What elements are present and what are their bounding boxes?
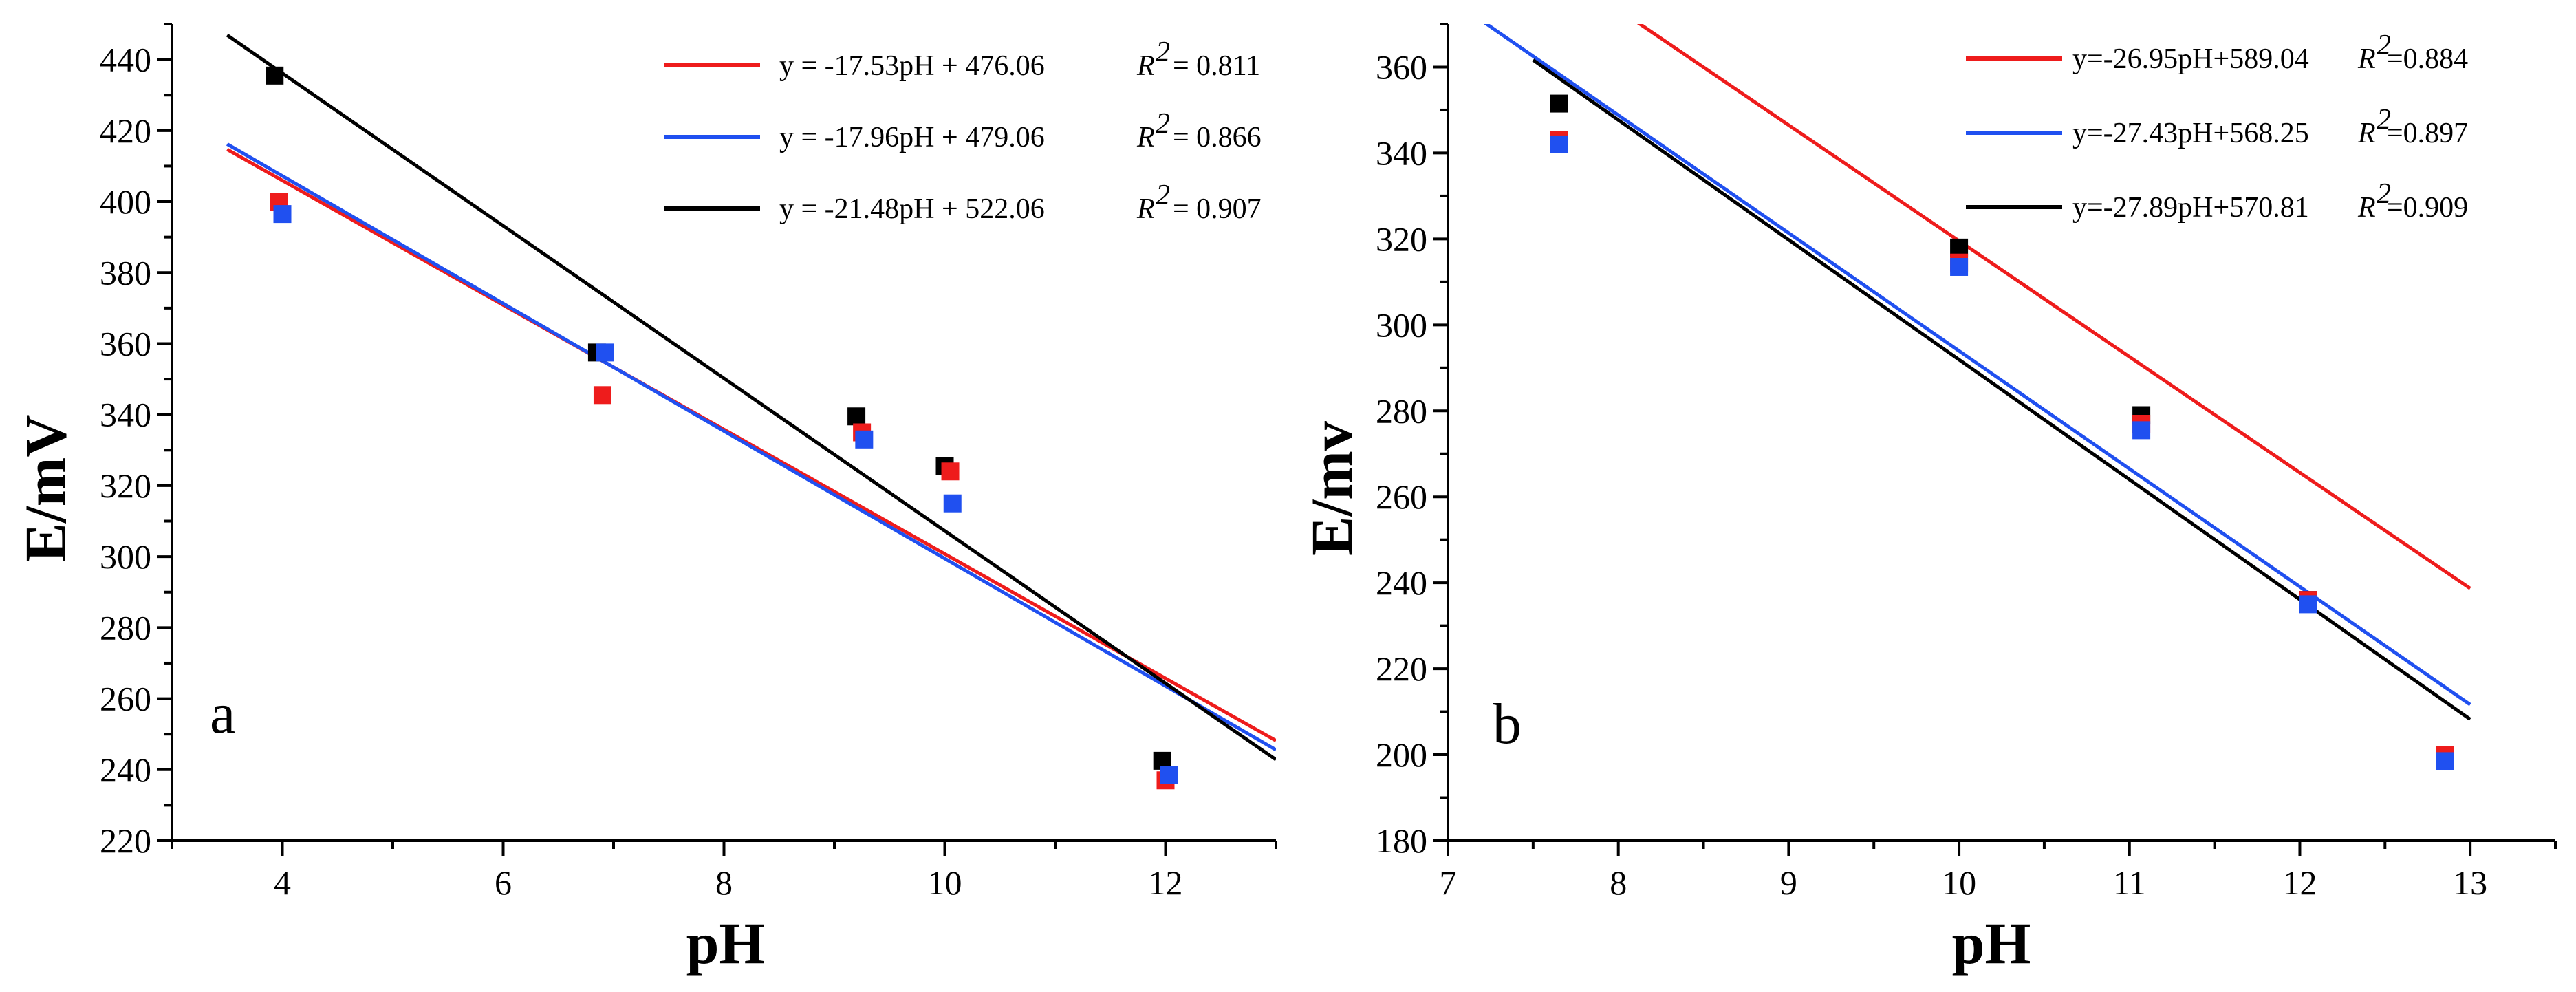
x-axis-title-b: pH: [1952, 910, 2031, 976]
x-tick-label-a: 12: [1149, 863, 1183, 902]
data-point-black: [1550, 94, 1568, 113]
fit-line-blue: [1483, 24, 2471, 707]
y-tick-label-a: 380: [100, 253, 151, 292]
y-tick-label-b: 180: [1376, 821, 1427, 860]
x-tick-label-b: 10: [1942, 863, 1976, 902]
legend-equation-black: y=-27.89pH+570.81: [2072, 192, 2309, 224]
data-point-black: [1950, 238, 1969, 257]
y-tick-label-b: 220: [1376, 649, 1427, 688]
data-point-blue: [2132, 421, 2151, 440]
legend-r2-value-blue: = 0.866: [1173, 122, 1262, 153]
x-tick-label-b: 9: [1780, 863, 1797, 902]
legend-r2-superscript: 2: [1156, 108, 1170, 140]
data-point-blue: [855, 430, 874, 449]
x-tick-label-a: 4: [274, 863, 291, 902]
y-tick-label-a: 220: [100, 821, 151, 860]
y-tick-label-b: 280: [1376, 391, 1427, 430]
y-tick-label-b: 260: [1376, 477, 1427, 516]
x-tick-label-a: 8: [715, 863, 733, 902]
y-tick-label-a: 320: [100, 466, 151, 505]
data-point-blue: [1950, 257, 1969, 276]
data-point-black: [266, 66, 284, 85]
fit-line-red: [1636, 24, 2471, 590]
fit-line-blue: [226, 142, 1276, 752]
legend-r2-value-black: = 0.907: [1173, 193, 1262, 225]
legend-equation-red: y = -17.53pH + 476.06: [779, 50, 1045, 82]
legend-r2-superscript: 2: [1156, 180, 1170, 211]
plot-area-b: 180 200 220 240 260 280 300 320 340 360 7 8 9 10 11 12 1…: [1376, 23, 2557, 902]
y-tick-label-a: 440: [100, 41, 151, 79]
data-point-red: [593, 386, 611, 405]
legend-r2-superscript: 2: [2377, 178, 2391, 210]
fit-line-black: [1532, 58, 2471, 721]
legend-b: y=-26.95pH+589.04 R 2=0.884y=-27.43pH+568.…: [1966, 30, 2468, 224]
chart-panel-b: 180 200 220 240 260 280 300 320 340 360 7 8 9 10 11 12 1…: [1299, 23, 2557, 976]
legend-r2-symbol: R: [2357, 118, 2376, 149]
x-tick-label-b: 13: [2453, 863, 2487, 902]
legend-r2-symbol: R: [1136, 50, 1155, 82]
x-tick-label-a: 6: [495, 863, 512, 902]
x-tick-label-b: 11: [2113, 863, 2146, 902]
legend-equation-blue: y = -17.96pH + 479.06: [779, 122, 1045, 153]
data-point-blue: [1160, 766, 1178, 784]
y-tick-label-b: 300: [1376, 305, 1427, 344]
y-tick-label-b: 320: [1376, 219, 1427, 258]
legend-equation-red: y=-26.95pH+589.04: [2072, 43, 2309, 75]
y-tick-label-b: 340: [1376, 133, 1427, 172]
y-tick-label-a: 340: [100, 396, 151, 434]
chart-panel-a: 220 240 260 280 300 320 340 360 380 400 420 440 4 6 8 1…: [12, 23, 1277, 976]
legend-r2-symbol: R: [2357, 192, 2376, 224]
y-tick-label-a: 360: [100, 324, 151, 363]
y-tick-label-a: 240: [100, 751, 151, 789]
panel-label-b: b: [1493, 692, 1522, 756]
legend-r2-value-red: =0.884: [2387, 43, 2468, 75]
legend-r2-superscript: 2: [1156, 36, 1170, 68]
data-point-blue: [2436, 752, 2454, 770]
legend-r2-symbol: R: [2357, 43, 2376, 75]
y-tick-label-a: 280: [100, 608, 151, 647]
data-point-blue: [943, 494, 962, 513]
data-point-red: [941, 462, 960, 481]
legend-r2-symbol: R: [1136, 193, 1155, 225]
fit-line-black: [226, 34, 1276, 762]
x-tick-label-a: 10: [928, 863, 962, 902]
panel-label-a: a: [210, 682, 235, 746]
y-axis-title-b: E/mv: [1299, 421, 1365, 556]
data-point-blue: [273, 205, 292, 224]
fit-lines-a: [226, 34, 1276, 762]
x-tick-label-b: 8: [1610, 863, 1627, 902]
y-tick-label-b: 360: [1376, 47, 1427, 86]
legend-equation-black: y = -21.48pH + 522.06: [779, 193, 1045, 225]
legend-r2-value-red: = 0.811: [1173, 50, 1260, 82]
legend-equation-blue: y=-27.43pH+568.25: [2072, 118, 2309, 149]
y-tick-label-b: 200: [1376, 735, 1427, 774]
y-tick-label-a: 300: [100, 537, 151, 576]
x-axis-title-a: pH: [686, 910, 766, 976]
legend-r2-value-black: =0.909: [2387, 192, 2468, 224]
legend-r2-superscript: 2: [2377, 30, 2391, 61]
legend-r2-value-blue: =0.897: [2387, 118, 2468, 149]
x-tick-label-b: 12: [2282, 863, 2317, 902]
data-point-blue: [596, 343, 614, 362]
legend-r2-symbol: R: [1136, 122, 1155, 153]
y-tick-label-b: 240: [1376, 563, 1427, 602]
data-point-blue: [1550, 135, 1568, 153]
y-tick-label-a: 400: [100, 182, 151, 221]
legend-r2-superscript: 2: [2377, 104, 2391, 136]
data-point-blue: [2299, 595, 2317, 614]
fit-lines-b: [1483, 24, 2471, 721]
y-tick-label-a: 260: [100, 680, 151, 718]
y-axis-title-a: E/mV: [12, 415, 78, 563]
y-tick-label-a: 420: [100, 111, 151, 150]
x-tick-label-b: 7: [1440, 863, 1457, 902]
plot-area-a: 220 240 260 280 300 320 340 360 380 400 420 440 4 6 8 1…: [100, 23, 1277, 902]
data-point-black: [847, 407, 866, 426]
